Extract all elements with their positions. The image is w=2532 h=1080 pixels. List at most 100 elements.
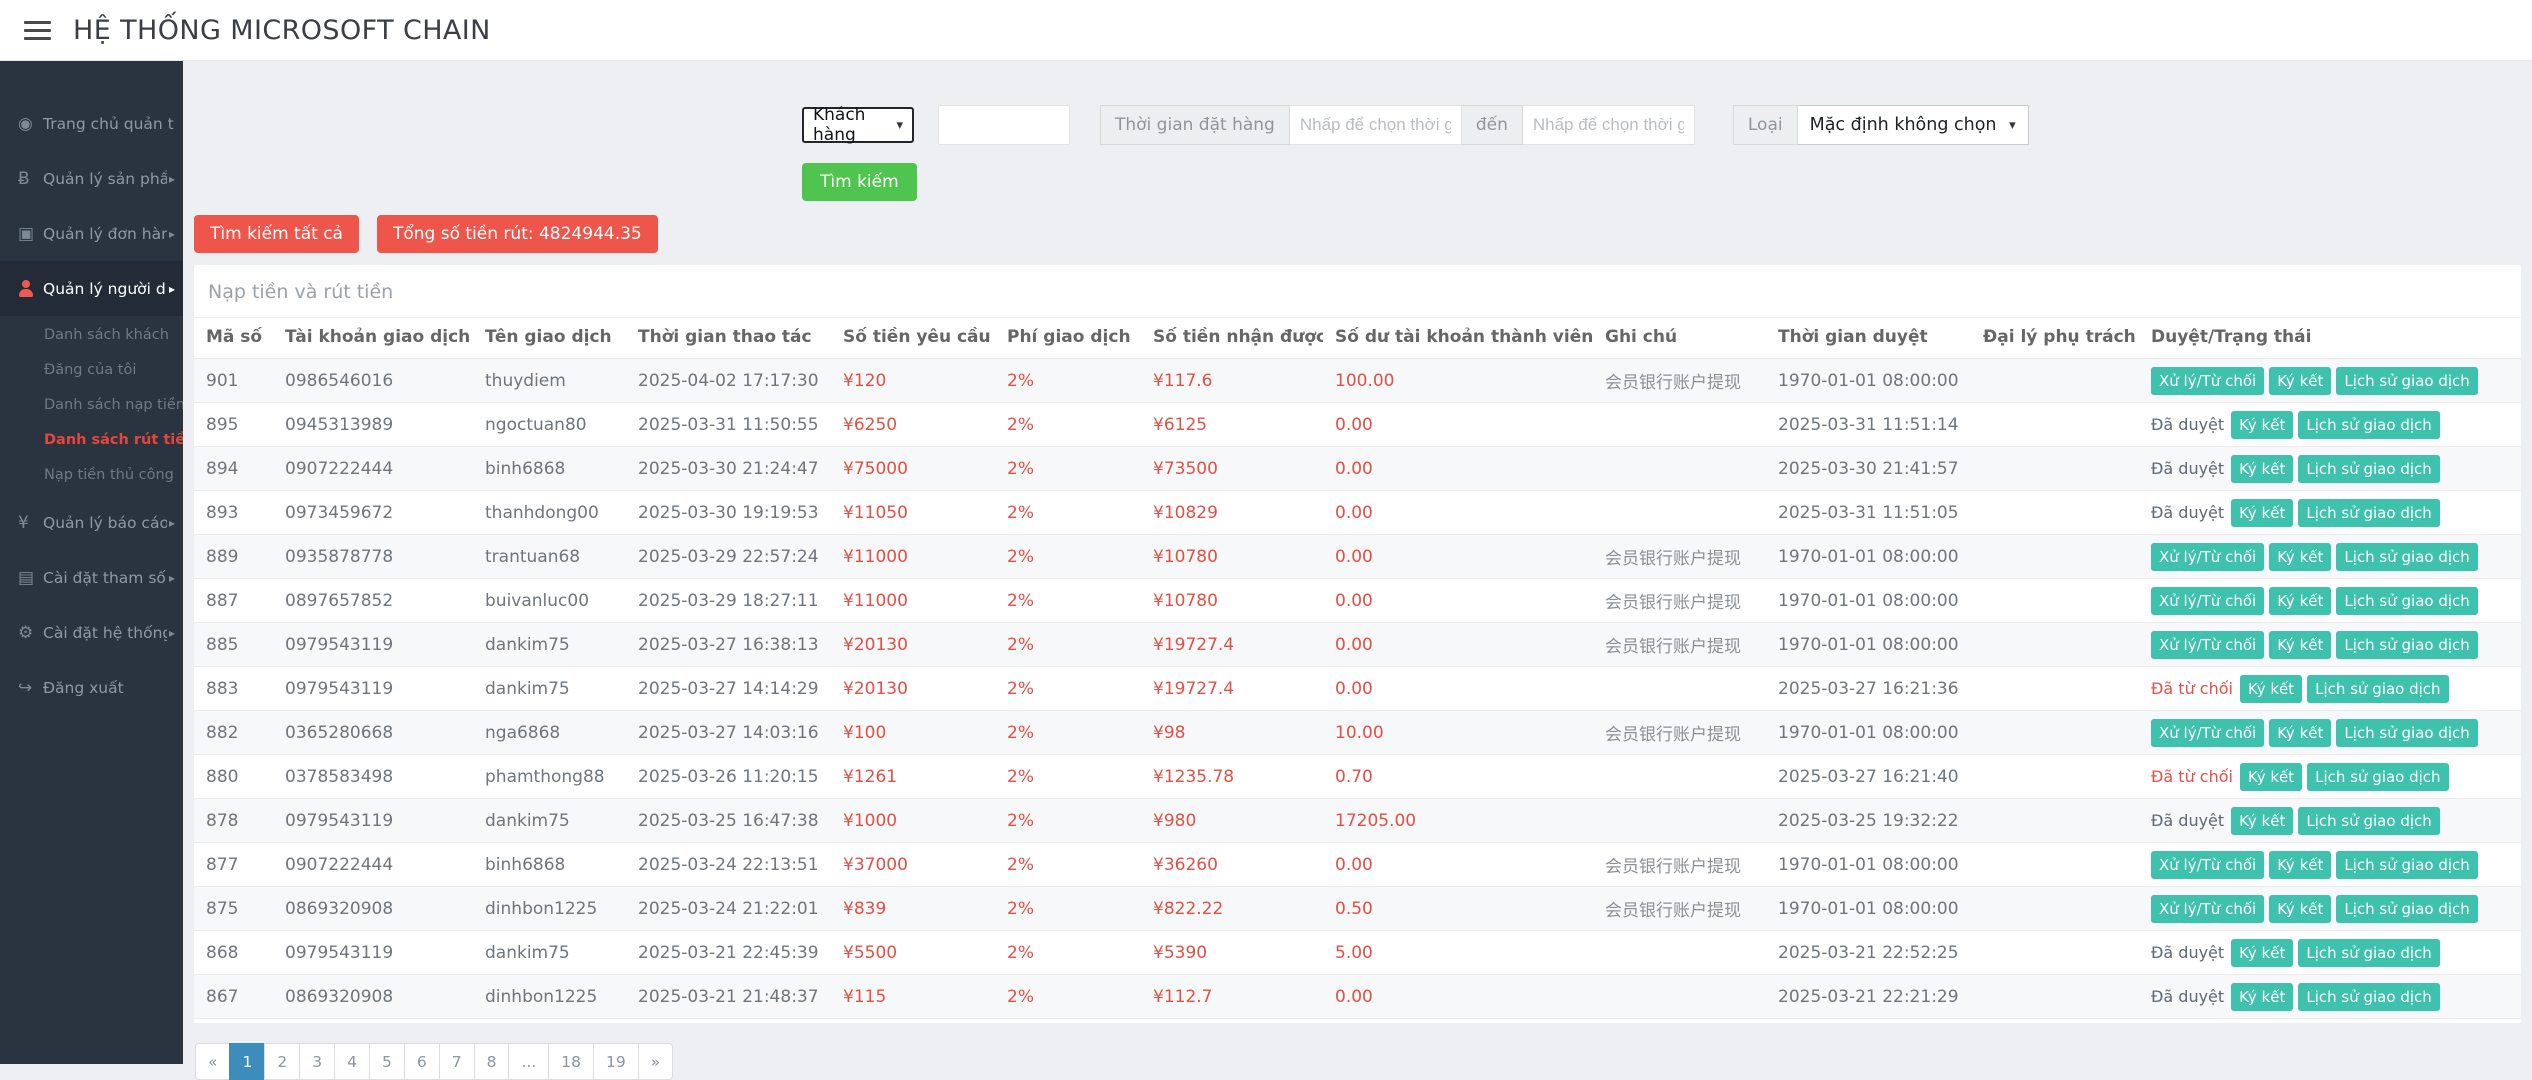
sign-button[interactable]: Ký kết <box>2269 587 2331 615</box>
pagination-page-7[interactable]: 7 <box>439 1043 475 1080</box>
time-from-input[interactable] <box>1290 105 1462 145</box>
history-button[interactable]: Lịch sử giao dịch <box>2298 411 2439 439</box>
history-button[interactable]: Lịch sử giao dịch <box>2298 939 2439 967</box>
column-header-6: Số tiền nhận được <box>1141 318 1323 359</box>
history-button[interactable]: Lịch sử giao dịch <box>2336 851 2477 879</box>
caret-down-icon: ▾ <box>896 118 903 133</box>
cell-received: ¥19727.4 <box>1141 623 1323 667</box>
search-button[interactable]: Tìm kiếm <box>802 163 917 201</box>
sign-button[interactable]: Ký kết <box>2231 499 2293 527</box>
pagination-page-8[interactable]: 8 <box>474 1043 510 1080</box>
table-row: 8950945313989ngoctuan802025-03-31 11:50:… <box>194 403 2521 447</box>
process-reject-button[interactable]: Xử lý/Từ chối <box>2151 895 2264 923</box>
history-button[interactable]: Lịch sử giao dịch <box>2336 587 2477 615</box>
sidebar-item-products[interactable]: ɃQuản lý sản phẩm▸ <box>0 151 183 206</box>
history-button[interactable]: Lịch sử giao dịch <box>2336 719 2477 747</box>
pagination-page-2[interactable]: 2 <box>264 1043 300 1080</box>
process-reject-button[interactable]: Xử lý/Từ chối <box>2151 367 2264 395</box>
sign-button[interactable]: Ký kết <box>2269 543 2331 571</box>
history-button[interactable]: Lịch sử giao dịch <box>2307 675 2448 703</box>
pagination-page-18[interactable]: 18 <box>548 1043 594 1080</box>
cell-approve-time: 2025-03-27 16:21:40 <box>1766 755 1971 799</box>
pagination-page-19[interactable]: 19 <box>593 1043 639 1080</box>
sign-button[interactable]: Ký kết <box>2269 367 2331 395</box>
sign-button[interactable]: Ký kết <box>2231 455 2293 483</box>
sidebar-item-params[interactable]: ▤Cài đặt tham số▸ <box>0 550 183 605</box>
sidebar-item-users[interactable]: Quản lý người dùng▸ <box>0 261 183 316</box>
cell-actions: Xử lý/Từ chốiKý kếtLịch sử giao dịch <box>2139 535 2521 579</box>
sign-button[interactable]: Ký kết <box>2269 631 2331 659</box>
history-button[interactable]: Lịch sử giao dịch <box>2298 499 2439 527</box>
sidebar-subitem-withdraw-list[interactable]: Danh sách rút tiền <box>0 423 183 458</box>
sign-button[interactable]: Ký kết <box>2240 675 2302 703</box>
history-button[interactable]: Lịch sử giao dịch <box>2298 983 2439 1011</box>
user-icon <box>18 280 43 298</box>
sidebar-item-logout[interactable]: ↪Đăng xuất <box>0 660 183 715</box>
cell-approve-time: 2025-03-27 16:21:36 <box>1766 667 1971 711</box>
logout-icon: ↪ <box>18 678 43 698</box>
sidebar-subitem-manual-deposit[interactable]: Nạp tiền thủ công <box>0 458 183 493</box>
pagination-next[interactable]: » <box>638 1043 673 1080</box>
cell-actions: Đã duyệtKý kếtLịch sử giao dịch <box>2139 975 2521 1019</box>
sign-button[interactable]: Ký kết <box>2231 983 2293 1011</box>
sign-button[interactable]: Ký kết <box>2231 411 2293 439</box>
sidebar-subitem-my-page[interactable]: Đăng của tôi <box>0 353 183 388</box>
cell-balance: 0.00 <box>1323 623 1593 667</box>
pagination-prev[interactable]: « <box>195 1043 230 1080</box>
history-button[interactable]: Lịch sử giao dịch <box>2298 455 2439 483</box>
pagination-page-6[interactable]: 6 <box>404 1043 440 1080</box>
cell-received: ¥1235.78 <box>1141 755 1323 799</box>
pagination-page-3[interactable]: 3 <box>299 1043 335 1080</box>
sidebar-item-reports[interactable]: ¥Quản lý báo cáo▸ <box>0 495 183 550</box>
cell-name: thanhdong00 <box>473 491 626 535</box>
pagination-page-4[interactable]: 4 <box>334 1043 370 1080</box>
cell-name: dankim75 <box>473 623 626 667</box>
process-reject-button[interactable]: Xử lý/Từ chối <box>2151 631 2264 659</box>
column-header-7: Số dư tài khoản thành viên <box>1323 318 1593 359</box>
customer-type-select[interactable]: Khách hàng ▾ <box>802 107 914 143</box>
history-button[interactable]: Lịch sử giao dịch <box>2336 367 2477 395</box>
cell-id: 868 <box>194 931 273 975</box>
sidebar-item-dashboard[interactable]: ◉Trang chủ quản trị <box>0 96 183 151</box>
process-reject-button[interactable]: Xử lý/Từ chối <box>2151 851 2264 879</box>
sidebar-item-orders[interactable]: ▣Quản lý đơn hàng▸ <box>0 206 183 261</box>
type-filter: Loại Mặc định không chọn ▾ <box>1733 105 2029 145</box>
menu-icon[interactable] <box>24 16 51 45</box>
process-reject-button[interactable]: Xử lý/Từ chối <box>2151 543 2264 571</box>
sidebar-item-system[interactable]: ⚙Cài đặt hệ thống▸ <box>0 605 183 660</box>
cell-agent <box>1971 711 2139 755</box>
history-button[interactable]: Lịch sử giao dịch <box>2307 763 2448 791</box>
cell-id: 867 <box>194 975 273 1019</box>
cell-balance: 17205.00 <box>1323 799 1593 843</box>
history-button[interactable]: Lịch sử giao dịch <box>2336 895 2477 923</box>
sign-button[interactable]: Ký kết <box>2231 807 2293 835</box>
cell-name: trantuan68 <box>473 535 626 579</box>
cell-id: 901 <box>194 359 273 403</box>
status-rejected-text: Đã từ chối <box>2151 767 2233 786</box>
table-row: 8830979543119dankim752025-03-27 14:14:29… <box>194 667 2521 711</box>
column-header-8: Ghi chú <box>1593 318 1766 359</box>
type-select[interactable]: Mặc định không chọn ▾ <box>1798 105 2029 145</box>
sign-button[interactable]: Ký kết <box>2231 939 2293 967</box>
history-button[interactable]: Lịch sử giao dịch <box>2336 631 2477 659</box>
pagination-page-5[interactable]: 5 <box>369 1043 405 1080</box>
keyword-input[interactable] <box>938 105 1070 145</box>
sign-button[interactable]: Ký kết <box>2240 763 2302 791</box>
panel-title: Nạp tiền và rút tiền <box>194 265 2521 317</box>
sign-button[interactable]: Ký kết <box>2269 851 2331 879</box>
history-button[interactable]: Lịch sử giao dịch <box>2336 543 2477 571</box>
search-all-button[interactable]: Tìm kiếm tất cả <box>194 215 359 253</box>
cell-approve-time: 1970-01-01 08:00:00 <box>1766 579 1971 623</box>
cell-fee: 2% <box>995 755 1141 799</box>
cell-agent <box>1971 799 2139 843</box>
sign-button[interactable]: Ký kết <box>2269 895 2331 923</box>
process-reject-button[interactable]: Xử lý/Từ chối <box>2151 719 2264 747</box>
sign-button[interactable]: Ký kết <box>2269 719 2331 747</box>
sidebar-subitem-customer-list[interactable]: Danh sách khách <box>0 318 183 353</box>
cell-note <box>1593 447 1766 491</box>
process-reject-button[interactable]: Xử lý/Từ chối <box>2151 587 2264 615</box>
pagination-page-1[interactable]: 1 <box>229 1043 265 1080</box>
time-to-input[interactable] <box>1523 105 1695 145</box>
sidebar-subitem-deposit-list[interactable]: Danh sách nạp tiền <box>0 388 183 423</box>
history-button[interactable]: Lịch sử giao dịch <box>2298 807 2439 835</box>
